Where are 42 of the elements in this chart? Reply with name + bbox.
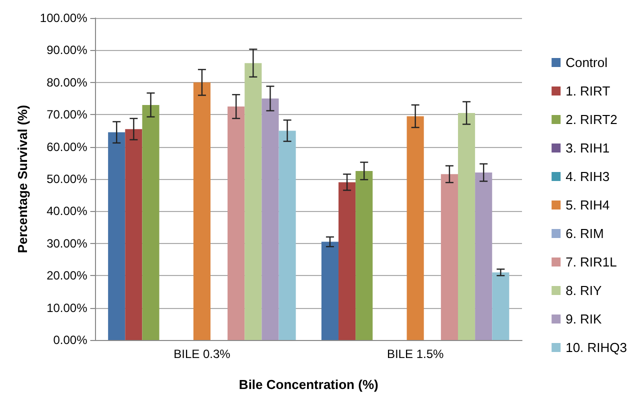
bar — [458, 112, 476, 340]
y-axis-title: Percentage Survival (%) — [15, 104, 30, 254]
legend-label: 8. RIY — [566, 283, 602, 298]
legend-label: Control — [566, 55, 608, 70]
y-tick-label: 80.00% — [46, 75, 88, 90]
x-tick-label: BILE 1.5% — [386, 347, 444, 361]
bar — [356, 170, 373, 340]
legend-label: 9. RIK — [566, 312, 602, 326]
y-tick-label: 40.00% — [46, 204, 88, 218]
legend-label: 6. RIM — [566, 226, 604, 241]
y-tick-label: 10.00% — [46, 300, 88, 315]
legend-label: 4. RIH3 — [566, 169, 610, 184]
y-tick-label: 50.00% — [46, 172, 88, 186]
y-tick-label: 0.00% — [53, 333, 88, 347]
bar — [321, 242, 339, 340]
y-tick-label: 90.00% — [46, 43, 88, 58]
bar — [244, 63, 262, 340]
bar — [142, 104, 160, 340]
x-axis-title: Bile Concentration (%) — [238, 377, 378, 392]
y-tick-label: 30.00% — [46, 236, 88, 250]
legend-label: 5. RIH4 — [566, 198, 610, 212]
legend-label: 2. RIRT2 — [566, 112, 618, 127]
legend-label: 3. RIH1 — [566, 140, 610, 156]
y-tick-label: 60.00% — [46, 140, 88, 154]
bar — [262, 98, 279, 340]
bar — [278, 130, 296, 340]
legend-label: 1. RIRT — [566, 84, 610, 98]
bar — [440, 174, 458, 340]
bar — [108, 132, 126, 340]
y-tick-label: 100.00% — [40, 11, 88, 25]
bar — [193, 82, 210, 340]
bar — [475, 172, 492, 340]
bar — [338, 182, 356, 340]
x-tick-label: BILE 0.3% — [174, 347, 231, 361]
bar — [406, 116, 424, 340]
bar — [492, 272, 510, 340]
bar — [125, 129, 142, 340]
y-tick-label: 70.00% — [46, 108, 88, 122]
legend-label: 7. RIR1L — [566, 254, 617, 270]
legend-label: 10. RIHQ3 — [566, 340, 628, 355]
y-tick-label: 20.00% — [46, 268, 88, 283]
bar — [228, 106, 245, 340]
